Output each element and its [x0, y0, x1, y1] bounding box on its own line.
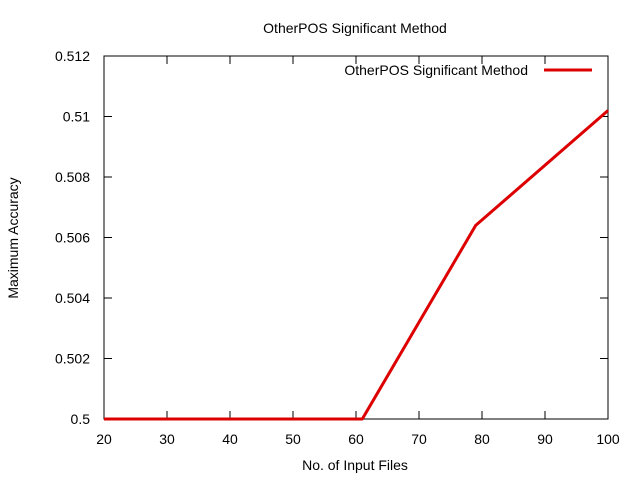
x-tick-label: 80	[474, 431, 490, 447]
x-axis-label: No. of Input Files	[302, 457, 408, 473]
x-tick-label: 90	[537, 431, 553, 447]
x-tick-label: 30	[159, 431, 175, 447]
y-tick-label: 0.508	[55, 169, 90, 185]
y-tick-label: 0.5	[71, 411, 91, 427]
y-tick-label: 0.51	[63, 109, 90, 125]
y-tick-label: 0.512	[55, 48, 90, 64]
y-tick-label: 0.504	[55, 290, 90, 306]
y-axis-label: Maximum Accuracy	[5, 177, 21, 298]
x-tick-label: 100	[596, 431, 620, 447]
series-layer	[104, 109, 609, 421]
x-tick-label: 60	[348, 431, 364, 447]
x-axis-ticks: 20 30 40 50 60 70 80 90 100	[96, 56, 620, 447]
y-tick-label: 0.506	[55, 230, 90, 246]
x-tick-label: 50	[285, 431, 301, 447]
series-line	[104, 109, 609, 421]
chart-title: OtherPOS Significant Method	[263, 20, 447, 36]
legend-label: OtherPOS Significant Method	[344, 62, 528, 78]
x-tick-label: 20	[96, 431, 112, 447]
y-tick-label: 0.502	[55, 351, 90, 367]
x-tick-label: 40	[222, 431, 238, 447]
x-tick-label: 70	[411, 431, 427, 447]
